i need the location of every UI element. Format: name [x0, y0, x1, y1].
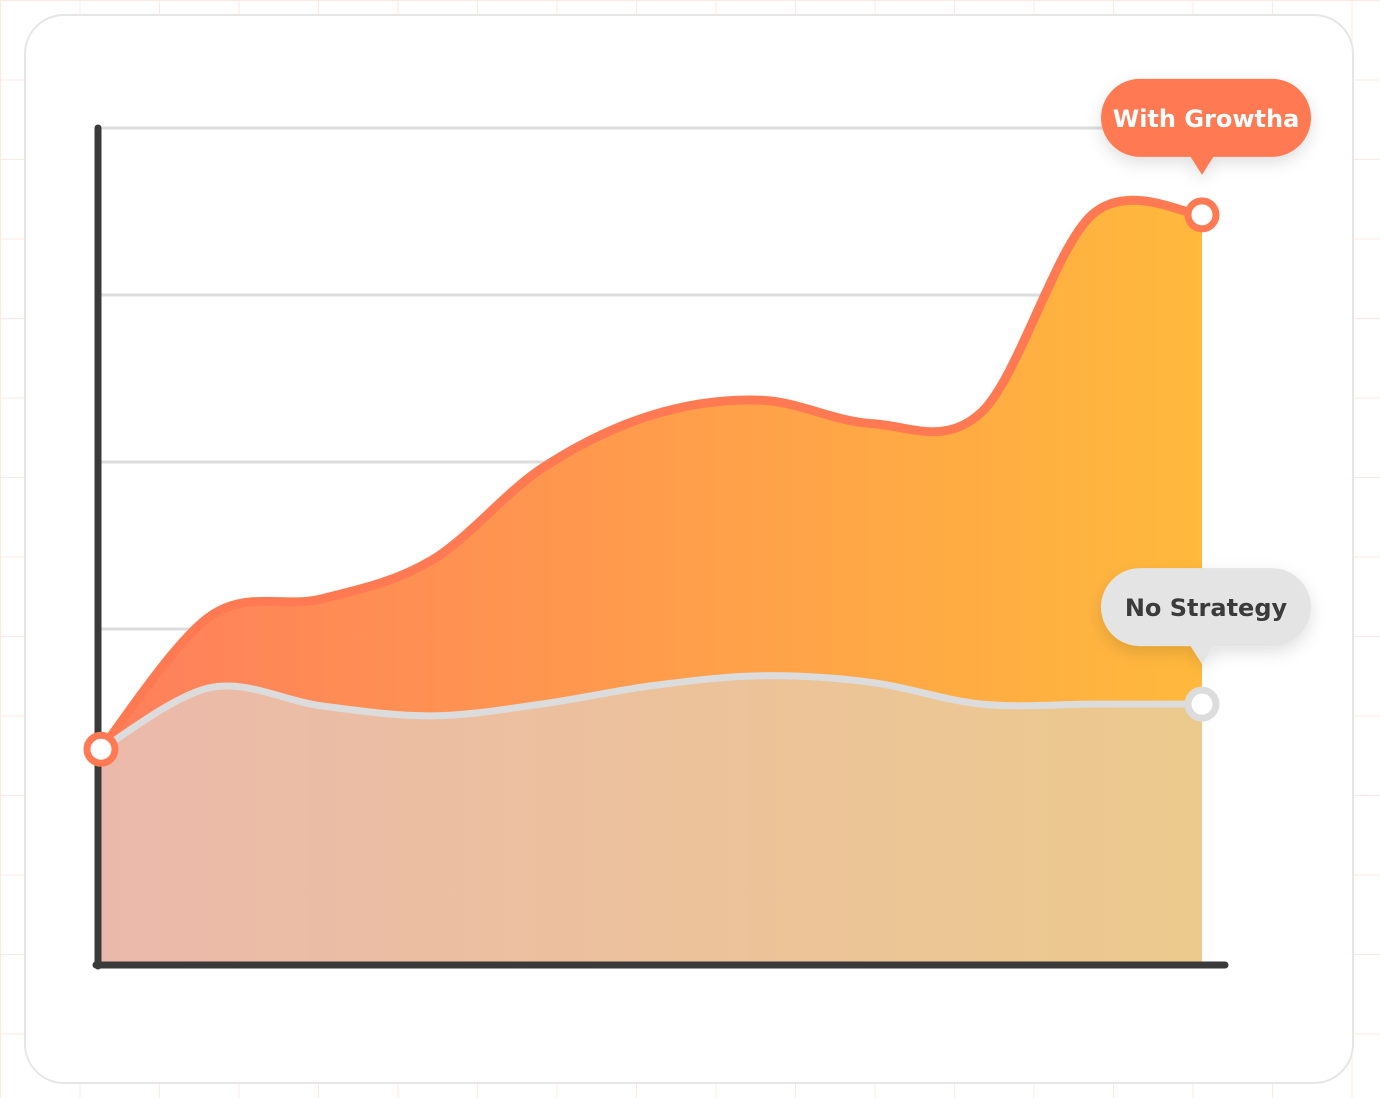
series-line-1	[96, 195, 1207, 754]
series-line-2	[97, 672, 1206, 753]
series-area-2	[101, 675, 1202, 963]
series-start-point	[83, 731, 119, 767]
bubble-body	[1101, 78, 1311, 157]
bubble-pointer	[1190, 645, 1214, 665]
bubble-pointer	[1190, 155, 1214, 175]
bubble-body	[1101, 568, 1311, 647]
series-label-bubble: No Strategy	[1101, 568, 1311, 665]
series-end-point	[1184, 686, 1220, 722]
series-label: No Strategy	[1125, 594, 1288, 622]
series-label-bubble: With Growtha	[1101, 78, 1311, 175]
series-end-point	[1184, 197, 1220, 233]
series-label: With Growtha	[1113, 105, 1300, 133]
